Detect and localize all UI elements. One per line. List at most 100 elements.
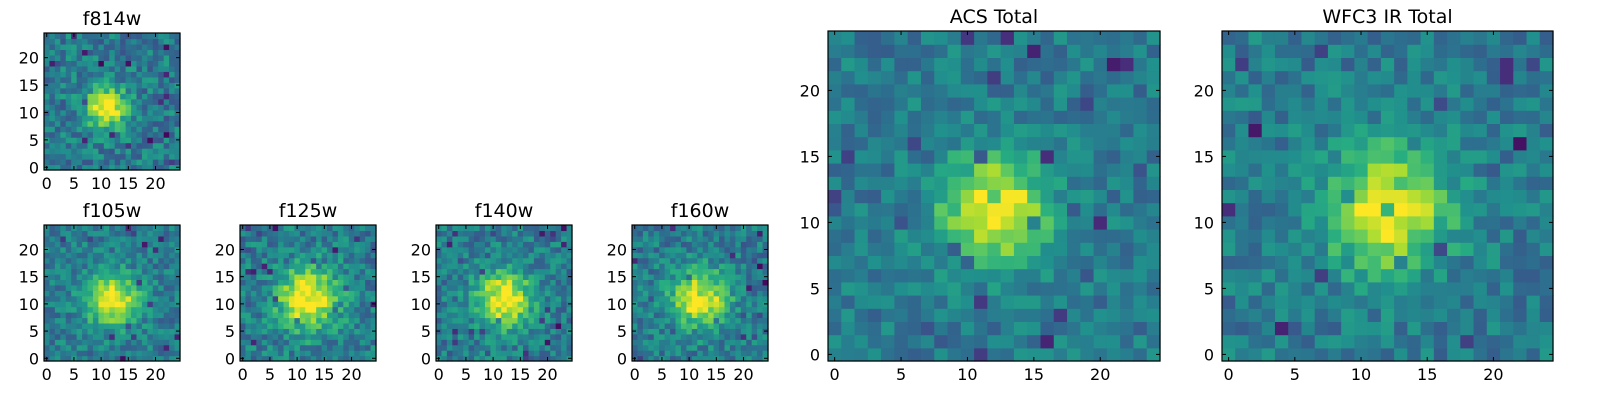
heatmap-cell [76,104,83,111]
heatmap-cell [517,241,524,248]
heatmap-cell [125,279,132,286]
heatmap-cell [109,350,116,357]
heatmap-cell [1380,97,1395,111]
heatmap-cell [98,115,105,122]
heatmap-cell [1367,163,1382,177]
heatmap-cell [147,38,154,45]
heatmap-cell [1526,83,1541,98]
heatmap-cell [1053,321,1068,336]
heatmap-cell [147,104,154,111]
heatmap-cell [632,279,639,286]
heatmap-cell [1080,268,1095,283]
heatmap-cell [474,284,481,291]
heatmap-cell [365,350,372,357]
heatmap-cell [1120,97,1135,111]
heatmap-cell [82,82,89,89]
heatmap-cell [947,321,962,336]
heatmap-cell [169,126,176,133]
heatmap-cell [691,225,698,232]
heatmap-cell [1027,255,1042,270]
heatmap-cell [114,306,121,313]
heatmap-cell [109,33,116,40]
heatmap-cell [1274,83,1289,98]
y-tick-label: 5 [29,322,39,341]
heatmap-cell [343,225,350,232]
heatmap-cell [163,82,170,89]
heatmap-cell [987,229,1002,243]
heatmap-cell [1261,123,1276,138]
heatmap-cell [158,65,165,72]
heatmap-cell [60,54,67,61]
heatmap-cell [158,153,165,160]
heatmap-cell [321,263,328,270]
heatmap-cell [250,355,257,362]
heatmap-cell [479,241,486,248]
heatmap-cell [103,344,110,351]
heatmap-cell [1288,176,1303,190]
heatmap-cell [120,225,127,232]
heatmap-cell [1013,136,1028,151]
heatmap-cell [1288,281,1303,296]
heatmap-cell [506,225,513,232]
heatmap-cell [174,142,181,149]
heatmap-cell [1053,31,1068,45]
heatmap-cell [1301,202,1316,217]
heatmap-cell [1027,321,1042,336]
heatmap-cell [841,334,856,349]
heatmap-cell [125,273,132,280]
heatmap-cell [283,279,290,286]
heatmap-cell [71,252,78,259]
heatmap-cell [1354,255,1369,270]
heatmap-cell [1133,70,1148,85]
heatmap-cell [719,306,726,313]
heatmap-cell [272,339,279,346]
heatmap-cell [261,284,268,291]
heatmap-cell [163,120,170,127]
y-tick-label: 5 [225,322,235,341]
heatmap-cell [550,317,557,324]
heatmap-cell [49,38,56,45]
y-tick-label: 0 [421,349,431,368]
heatmap-cell [642,246,649,253]
heatmap-cell [484,252,491,259]
heatmap-cell [87,115,94,122]
heatmap-cell [490,306,497,313]
heatmap-cell [141,290,148,297]
heatmap-cell [98,142,105,149]
heatmap-cell [125,131,132,138]
heatmap-cell [65,333,72,340]
heatmap-cell [288,339,295,346]
heatmap-cell [71,38,78,45]
heatmap-cell [960,202,975,217]
heatmap-cell [452,290,459,297]
heatmap-cell [267,306,274,313]
heatmap-cell [452,268,459,275]
heatmap-cell [1000,31,1015,45]
heatmap-cell [881,176,895,190]
heatmap-cell [321,312,328,319]
heatmap-cell [670,317,677,324]
heatmap-cell [1040,215,1055,230]
y-tick-label: 0 [225,349,235,368]
heatmap-cell [141,339,148,346]
heatmap-cell [49,279,56,286]
heatmap-cell [828,149,842,164]
heatmap-cell [332,241,339,248]
heatmap-cell [359,328,366,335]
heatmap-cell [1274,281,1289,296]
heatmap-cell [881,334,895,349]
heatmap-cell [506,350,513,357]
heatmap-cell [719,263,726,270]
heatmap-cell [131,71,138,78]
heatmap-cell [740,290,747,297]
heatmap-cell [1341,202,1355,217]
heatmap-cell [1093,202,1108,217]
heatmap-cell [299,333,306,340]
heatmap-cell [1261,202,1276,217]
heatmap-cell [1288,215,1303,230]
heatmap-cell [894,281,909,296]
heatmap-cell [1486,189,1501,204]
heatmap-cell [76,225,83,232]
heatmap-cell [642,344,649,351]
heatmap-cell [44,71,51,78]
